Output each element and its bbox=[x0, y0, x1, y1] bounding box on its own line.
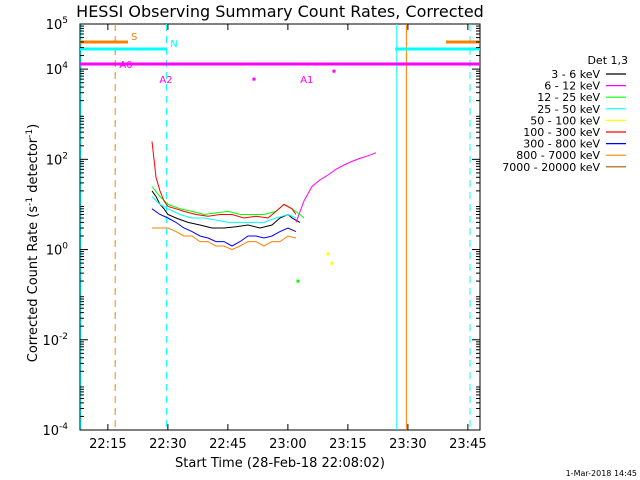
y-tick-base: 10 bbox=[42, 334, 59, 349]
y-tick-exponent: 5 bbox=[62, 16, 68, 26]
y-tick-exponent: 4 bbox=[62, 61, 68, 71]
y-tick-label: 104 bbox=[46, 61, 69, 78]
data-point bbox=[252, 77, 256, 81]
chart-title: HESSI Observing Summary Count Rates, Cor… bbox=[76, 2, 484, 21]
legend-item-label: 300 - 800 keV bbox=[523, 138, 600, 151]
y-axis-label: Corrected Count Rate (s-1 detector-1) bbox=[25, 124, 41, 362]
legend-item-label: 100 - 300 keV bbox=[523, 126, 600, 139]
y-tick-label: 100 bbox=[46, 242, 69, 259]
legend-item-label: 7000 - 20000 keV bbox=[502, 161, 600, 174]
legend-item-label: 6 - 12 keV bbox=[544, 80, 600, 93]
attenuator-label: A2 bbox=[159, 75, 172, 86]
legend-item-label: 50 - 100 keV bbox=[530, 114, 600, 127]
y-tick-base: 10 bbox=[46, 244, 63, 259]
data-point bbox=[296, 279, 300, 283]
x-tick-label: 22:30 bbox=[149, 437, 186, 452]
x-tick-label: 23:15 bbox=[329, 437, 366, 452]
y-tick-base: 10 bbox=[46, 63, 63, 78]
x-tick-label: 23:45 bbox=[449, 437, 486, 452]
series-line bbox=[295, 152, 377, 223]
data-point bbox=[326, 252, 330, 256]
y-tick-base: 10 bbox=[46, 18, 63, 33]
legend-item-label: 12 - 25 keV bbox=[537, 91, 600, 104]
x-axis-label: Start Time (28-Feb-18 22:08:02) bbox=[175, 456, 385, 471]
state-bar-label: S bbox=[131, 32, 137, 43]
legend-item-label: 3 - 6 keV bbox=[551, 68, 600, 81]
y-tick-exponent: -2 bbox=[59, 332, 68, 342]
series-line bbox=[151, 141, 297, 219]
y-tick-label: 102 bbox=[46, 151, 68, 168]
x-tick-label: 23:30 bbox=[389, 437, 426, 452]
data-point bbox=[332, 69, 336, 73]
legend-item-label: 800 - 7000 keV bbox=[516, 149, 600, 162]
generation-date: 1-Mar-2018 14:45 bbox=[566, 469, 637, 478]
attenuator-label: A1 bbox=[300, 75, 313, 86]
y-tick-label: 10-2 bbox=[42, 332, 68, 349]
state-bar-label: N bbox=[170, 39, 177, 50]
attenuator-label: A0 bbox=[119, 60, 132, 71]
y-tick-base: 10 bbox=[46, 153, 63, 168]
series-line bbox=[152, 227, 297, 251]
y-tick-exponent: 2 bbox=[62, 151, 68, 161]
y-tick-label: 105 bbox=[46, 16, 68, 33]
legend-title: Det 1,3 bbox=[587, 54, 628, 67]
x-tick-label: 22:45 bbox=[209, 437, 246, 452]
plot-area: S N A0 A2 A1 bbox=[79, 23, 481, 431]
y-tick-label: 10-4 bbox=[42, 422, 68, 439]
x-axis: 22:15 22:30 22:45 23:00 23:15 23:30 23:45 bbox=[89, 24, 487, 452]
series-line bbox=[151, 186, 305, 219]
legend-item-label: 25 - 50 keV bbox=[537, 103, 600, 116]
series-line bbox=[151, 208, 297, 247]
series-line bbox=[151, 196, 297, 223]
x-tick-label: 23:00 bbox=[269, 437, 306, 452]
x-tick-label: 22:15 bbox=[89, 437, 126, 452]
data-point bbox=[330, 261, 334, 265]
y-tick-exponent: -4 bbox=[59, 422, 68, 432]
y-tick-exponent: 0 bbox=[62, 242, 68, 252]
y-tick-base: 10 bbox=[42, 424, 59, 439]
plot-frame bbox=[79, 23, 481, 431]
series-line bbox=[151, 190, 301, 229]
